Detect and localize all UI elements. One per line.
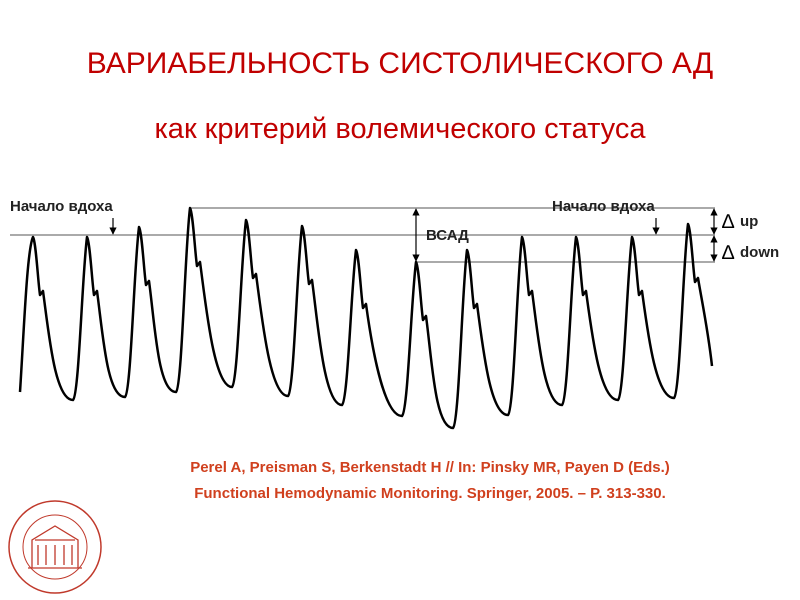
label: Начало вдоха — [10, 198, 113, 215]
label: Начало вдоха — [552, 198, 655, 215]
label: down — [740, 244, 779, 261]
logo — [8, 500, 102, 594]
citation: Perel A, Preisman S, Berkenstadt H // In… — [190, 459, 670, 476]
citation: Functional Hemodynamic Monitoring. Sprin… — [194, 485, 666, 502]
delta-symbol: ∆ — [722, 211, 735, 233]
delta-symbol: ∆ — [722, 242, 735, 264]
waveform — [18, 206, 714, 430]
subtitle: как критерий волемического статуса — [154, 113, 646, 145]
title: ВАРИАБЕЛЬНОСТЬ СИСТОЛИЧЕСКОГО АД — [87, 47, 714, 80]
label: ВСАД — [426, 227, 469, 244]
label: up — [740, 213, 758, 230]
